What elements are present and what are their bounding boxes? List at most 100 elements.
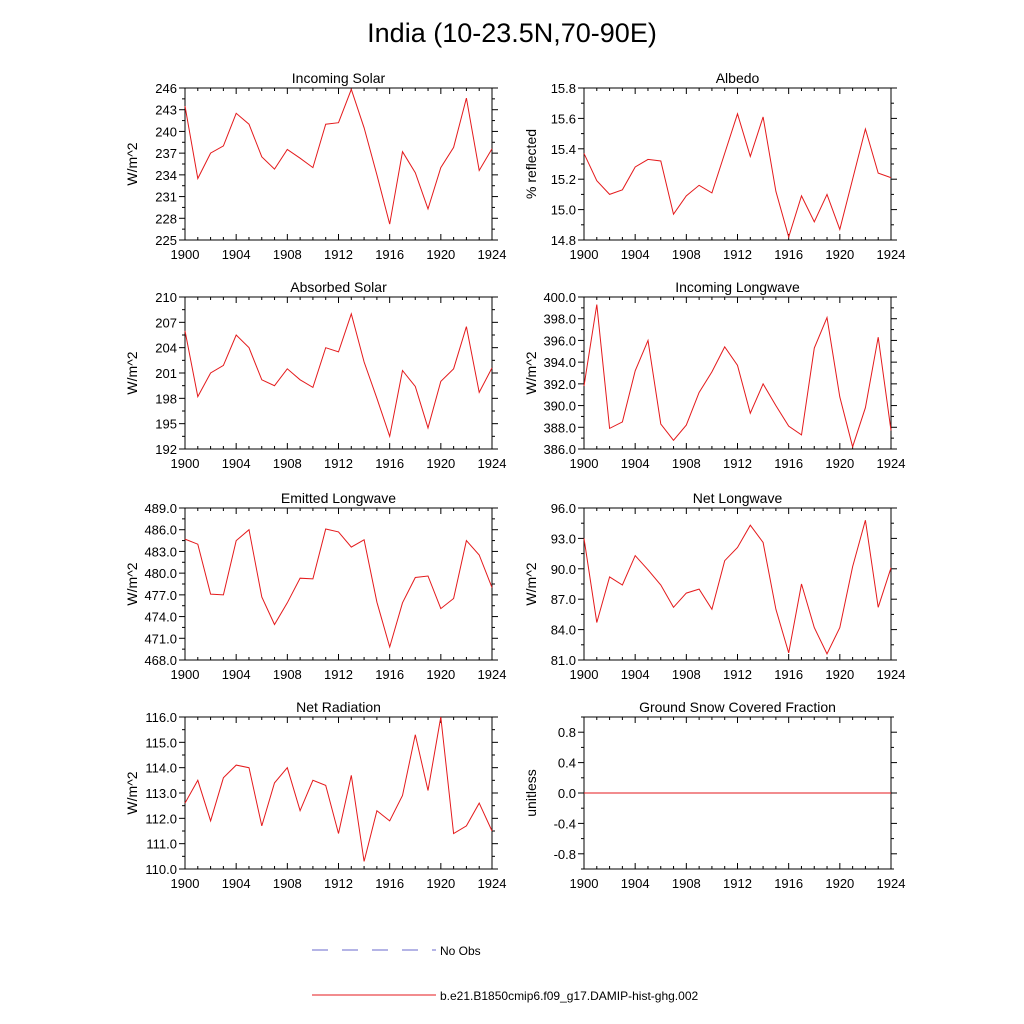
y-tick-label: -0.4 [554,816,576,831]
y-tick-label: 483.0 [144,544,177,559]
y-axis-label: W/m^2 [124,771,140,814]
x-tick-label: 1904 [621,667,650,682]
panel-title: Emitted Longwave [281,490,396,506]
x-tick-label: 1908 [273,876,302,891]
y-tick-label: 111.0 [146,837,177,852]
y-tick-label: 234 [155,168,177,183]
legend: No Obs b.e21.B1850cmip6.f09_g17.DAMIP-hi… [312,944,698,1003]
panel-title: Absorbed Solar [290,279,387,295]
x-tick-label: 1924 [478,247,507,262]
y-tick-label: 116.0 [145,710,177,725]
panel-8: Ground Snow Covered Fraction unitless 1900… [523,699,905,891]
x-tick-label: 1920 [825,247,854,262]
y-tick-label: 204 [155,341,177,356]
x-tick-label: 1908 [672,247,701,262]
y-tick-label: 388.0 [543,420,576,435]
y-tick-label: 90.0 [551,562,576,577]
y-tick-label: 198 [155,391,177,406]
y-tick-label: 0.8 [558,725,576,740]
x-tick-label: 1916 [774,876,803,891]
y-tick-label: 396.0 [543,333,576,348]
x-tick-label: 1912 [324,456,353,471]
x-tick-label: 1900 [171,667,200,682]
x-tick-label: 1924 [877,876,906,891]
y-tick-label: 15.4 [551,142,576,157]
y-tick-label: 486.0 [144,523,177,538]
y-axis-label: W/m^2 [523,351,539,394]
y-tick-label: 15.8 [551,81,576,96]
y-tick-label: 15.2 [551,172,576,187]
y-tick-label: 237 [155,146,177,161]
x-tick-label: 1904 [222,247,251,262]
x-tick-label: 1924 [478,667,507,682]
y-tick-label: 93.0 [551,531,576,546]
y-tick-label: 112.0 [145,811,177,826]
panel-4: Incoming Longwave W/m^2 1900 1904 1908 1912 19… [523,279,905,471]
x-tick-label: 1916 [375,876,404,891]
legend-obs-label: No Obs [440,944,481,958]
x-tick-label: 1904 [222,667,251,682]
x-tick-label: 1912 [723,876,752,891]
series-line [184,528,493,649]
x-tick-label: 1916 [774,247,803,262]
y-tick-label: 87.0 [551,592,576,607]
y-tick-label: 474.0 [144,610,177,625]
y-tick-label: 392.0 [543,377,576,392]
plot-frame [184,507,493,661]
y-tick-label: 15.0 [551,203,576,218]
y-axis-label: W/m^2 [124,351,140,394]
x-tick-label: 1900 [570,876,599,891]
x-tick-label: 1912 [723,456,752,471]
x-tick-label: 1900 [570,667,599,682]
y-axis-label: W/m^2 [523,562,539,605]
y-tick-label: 201 [155,366,177,381]
y-tick-label: 14.8 [551,233,576,248]
y-tick-label: 114.0 [145,761,177,776]
panel-title: Net Longwave [693,490,783,506]
figure-title: India (10-23.5N,70-90E) [367,18,657,48]
panel-6: Net Longwave W/m^2 1900 1904 1908 1912 1916 192… [523,490,905,682]
x-tick-label: 1924 [478,876,507,891]
y-tick-label: 96.0 [551,501,576,516]
y-tick-label: 231 [155,190,177,205]
y-tick-label: 110.0 [145,862,177,877]
y-tick-label: 386.0 [543,442,576,457]
y-tick-label: 400.0 [543,290,576,305]
series-line [583,520,892,656]
plot-frame [583,507,892,661]
y-axis-label: unitless [523,769,539,816]
plot-frame [583,87,892,241]
x-tick-label: 1924 [877,667,906,682]
plot-frame [184,716,493,870]
x-tick-label: 1916 [375,456,404,471]
y-tick-label: 210 [155,290,177,305]
x-tick-label: 1912 [723,667,752,682]
y-tick-label: -0.8 [554,847,576,862]
x-tick-label: 1924 [877,456,906,471]
y-tick-label: 243 [155,103,177,118]
y-tick-label: 471.0 [144,631,177,646]
legend-model-label: b.e21.B1850cmip6.f09_g17.DAMIP-hist-ghg.… [440,989,698,1003]
x-tick-label: 1920 [825,876,854,891]
series-line [583,304,892,449]
x-tick-label: 1904 [621,247,650,262]
x-tick-label: 1920 [825,456,854,471]
y-tick-label: 113.0 [145,786,177,801]
x-tick-label: 1920 [426,667,455,682]
x-tick-label: 1924 [478,456,507,471]
series-line [184,312,493,439]
panel-3: Absorbed Solar W/m^2 1900 1904 1908 1912 1916 1… [124,279,506,471]
x-tick-label: 1912 [723,247,752,262]
y-tick-label: 390.0 [543,399,576,414]
y-tick-label: 240 [155,124,177,139]
panel-2: Albedo % reflected 1900 1904 1908 1912 1916 192… [523,70,905,262]
y-tick-label: 489.0 [144,501,177,516]
x-tick-label: 1908 [273,456,302,471]
y-tick-label: 398.0 [543,312,576,327]
x-tick-label: 1908 [672,667,701,682]
y-axis-label: W/m^2 [124,562,140,605]
x-tick-label: 1920 [426,247,455,262]
panel-title: Albedo [716,70,760,86]
x-tick-label: 1904 [222,876,251,891]
y-tick-label: 480.0 [144,566,177,581]
